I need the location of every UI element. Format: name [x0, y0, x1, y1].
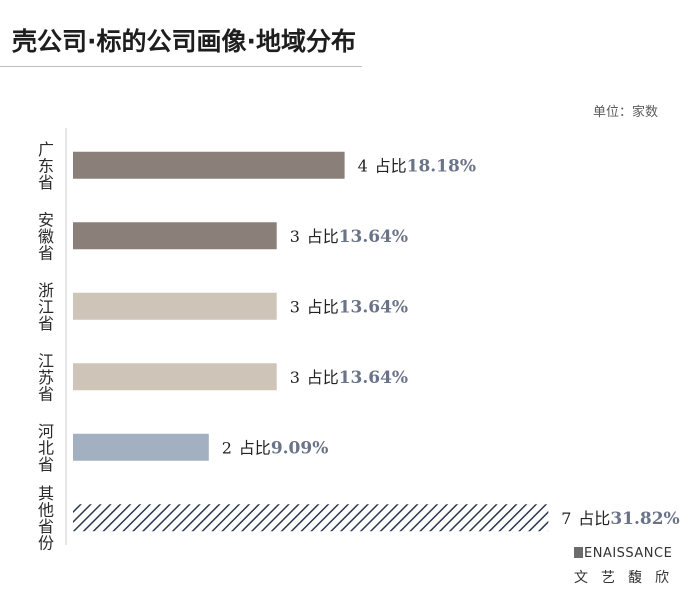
bar	[73, 363, 277, 391]
category-label: 其他省份	[38, 484, 54, 553]
logo-text-en: ENAISSANCE	[584, 546, 673, 561]
value-label: 4	[358, 156, 368, 175]
category-label: 河北省	[38, 422, 54, 474]
unit-label: 单位：家数	[592, 105, 658, 120]
share-label: 占比31.82%	[578, 509, 679, 529]
bar	[73, 151, 345, 179]
share-label: 占比9.09%	[239, 438, 329, 458]
share-label: 占比18.18%	[375, 156, 476, 176]
value-label: 3	[290, 297, 300, 316]
bar	[73, 292, 277, 320]
chart-title: 壳公司·标的公司画像·地域分布	[12, 27, 356, 56]
renaissance-logo: RENAISSANCE 文艺馥欣	[574, 546, 686, 587]
value-label: 2	[222, 438, 232, 457]
share-label: 占比13.64%	[307, 227, 408, 247]
category-label: 广东省	[38, 140, 54, 192]
bar	[73, 433, 209, 461]
value-label: 3	[290, 227, 300, 246]
value-label: 7	[561, 509, 571, 528]
value-label: 3	[290, 368, 300, 387]
share-label: 占比13.64%	[307, 297, 408, 317]
share-label: 占比13.64%	[307, 368, 408, 388]
logo-text-cn: 文艺馥欣	[574, 570, 682, 586]
bar	[73, 504, 549, 532]
category-label: 江苏省	[38, 351, 54, 403]
logo-mark-icon	[574, 547, 583, 558]
title-divider	[0, 66, 362, 67]
category-label: 安徽省	[38, 210, 54, 262]
category-label: 浙江省	[38, 281, 54, 333]
bar	[73, 222, 277, 250]
